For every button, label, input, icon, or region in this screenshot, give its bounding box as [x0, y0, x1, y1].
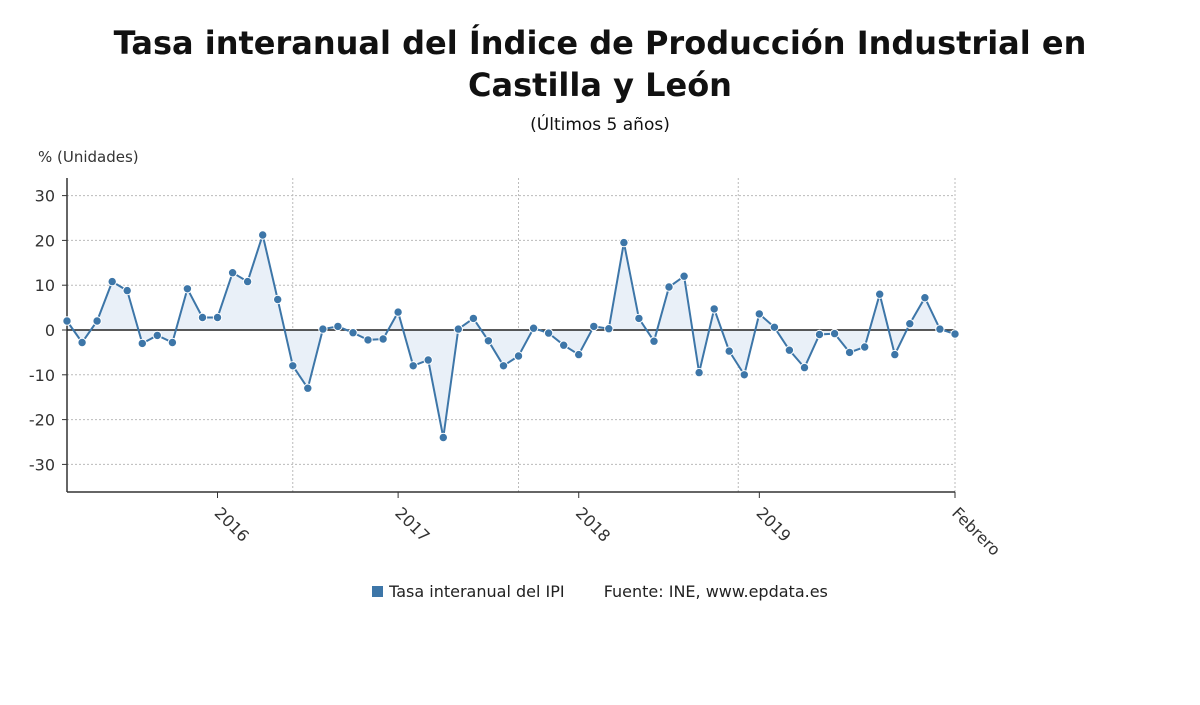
data-point — [423, 355, 433, 365]
data-point — [875, 289, 885, 299]
data-point — [92, 316, 102, 326]
data-point — [559, 340, 569, 350]
data-point — [664, 282, 674, 292]
data-point — [829, 328, 840, 339]
data-point — [348, 328, 358, 338]
data-point — [799, 362, 810, 373]
data-point — [453, 324, 463, 334]
y-tick-label: -10 — [29, 366, 55, 385]
data-point — [844, 347, 855, 358]
data-point — [619, 237, 629, 248]
line-chart: 30 20 10 0 -10 -20 -30 2016 2017 2018 2019 Febrero — [29, 178, 1004, 560]
data-point — [107, 276, 117, 287]
x-tick-label: 2019 — [753, 503, 795, 545]
data-point — [589, 321, 599, 332]
legend-swatch — [372, 586, 384, 597]
x-tick-label: 2017 — [391, 503, 433, 545]
x-tick-label: 2018 — [572, 503, 614, 545]
data-point — [754, 309, 764, 319]
grid-layer — [67, 178, 956, 492]
data-point — [513, 351, 524, 361]
legend: Tasa interanual del IPI Fuente: INE, www… — [0, 582, 1200, 601]
data-point — [197, 312, 208, 323]
data-point — [769, 322, 780, 332]
data-point — [468, 313, 479, 324]
data-point — [634, 313, 644, 324]
data-point — [288, 361, 298, 371]
y-tick-label: -20 — [29, 411, 55, 430]
data-point — [303, 383, 313, 393]
data-point — [227, 268, 238, 278]
data-point — [363, 335, 373, 345]
data-point — [152, 330, 163, 341]
chart-subtitle: (Últimos 5 años) — [530, 115, 670, 135]
data-point — [408, 361, 418, 371]
chart-title: Tasa interanual del Índice de Producción… — [0, 22, 1200, 106]
data-point — [649, 336, 659, 346]
y-tick-label: 10 — [35, 276, 55, 295]
data-point — [393, 307, 403, 317]
data-point — [378, 334, 388, 344]
data-point — [920, 293, 930, 303]
data-point — [318, 324, 328, 334]
data-point — [212, 312, 223, 323]
data-point — [483, 336, 494, 346]
data-point — [333, 321, 343, 332]
data-point — [950, 329, 960, 339]
data-point — [137, 338, 148, 349]
label-layer: 30 20 10 0 -10 -20 -30 2016 2017 2018 2019 Febrero — [29, 187, 1004, 560]
data-point — [739, 370, 749, 380]
data-point — [543, 328, 554, 338]
data-point — [604, 324, 614, 334]
data-point — [77, 337, 87, 348]
data-point — [62, 316, 72, 326]
data-point — [860, 342, 870, 352]
data-point — [122, 285, 132, 296]
y-tick-label: -30 — [29, 455, 55, 474]
data-point — [438, 432, 448, 443]
data-point — [905, 319, 915, 329]
x-tick-label: 2016 — [211, 503, 253, 545]
data-point — [694, 367, 704, 378]
data-point — [498, 361, 509, 371]
point-layer — [62, 230, 960, 443]
y-tick-label: 30 — [35, 187, 55, 206]
series-area — [67, 235, 955, 438]
data-point — [574, 349, 584, 360]
data-point — [784, 345, 795, 355]
y-axis-unit-label: % (Unidades) — [38, 148, 139, 166]
data-point — [167, 337, 178, 348]
x-tick-label: Febrero — [948, 503, 1004, 559]
chart-title-text: Tasa interanual del Índice de Producción… — [113, 24, 1087, 104]
data-point — [709, 304, 719, 314]
data-point — [182, 284, 193, 294]
area-layer — [67, 235, 955, 438]
data-point — [242, 276, 253, 287]
data-point — [258, 230, 268, 240]
data-point — [935, 324, 945, 334]
legend-item-ipi[interactable]: Tasa interanual del IPI — [372, 582, 565, 601]
source-note: Fuente: INE, www.epdata.es — [603, 582, 828, 601]
data-point — [679, 271, 689, 281]
data-point — [273, 294, 283, 305]
data-point — [814, 329, 825, 340]
data-point — [724, 346, 734, 356]
data-point — [890, 349, 900, 360]
legend-series-label: Tasa interanual del IPI — [389, 582, 565, 601]
axis-layer — [62, 178, 956, 498]
data-point — [528, 323, 539, 333]
y-tick-label: 0 — [45, 321, 55, 340]
y-tick-label: 20 — [35, 231, 55, 250]
